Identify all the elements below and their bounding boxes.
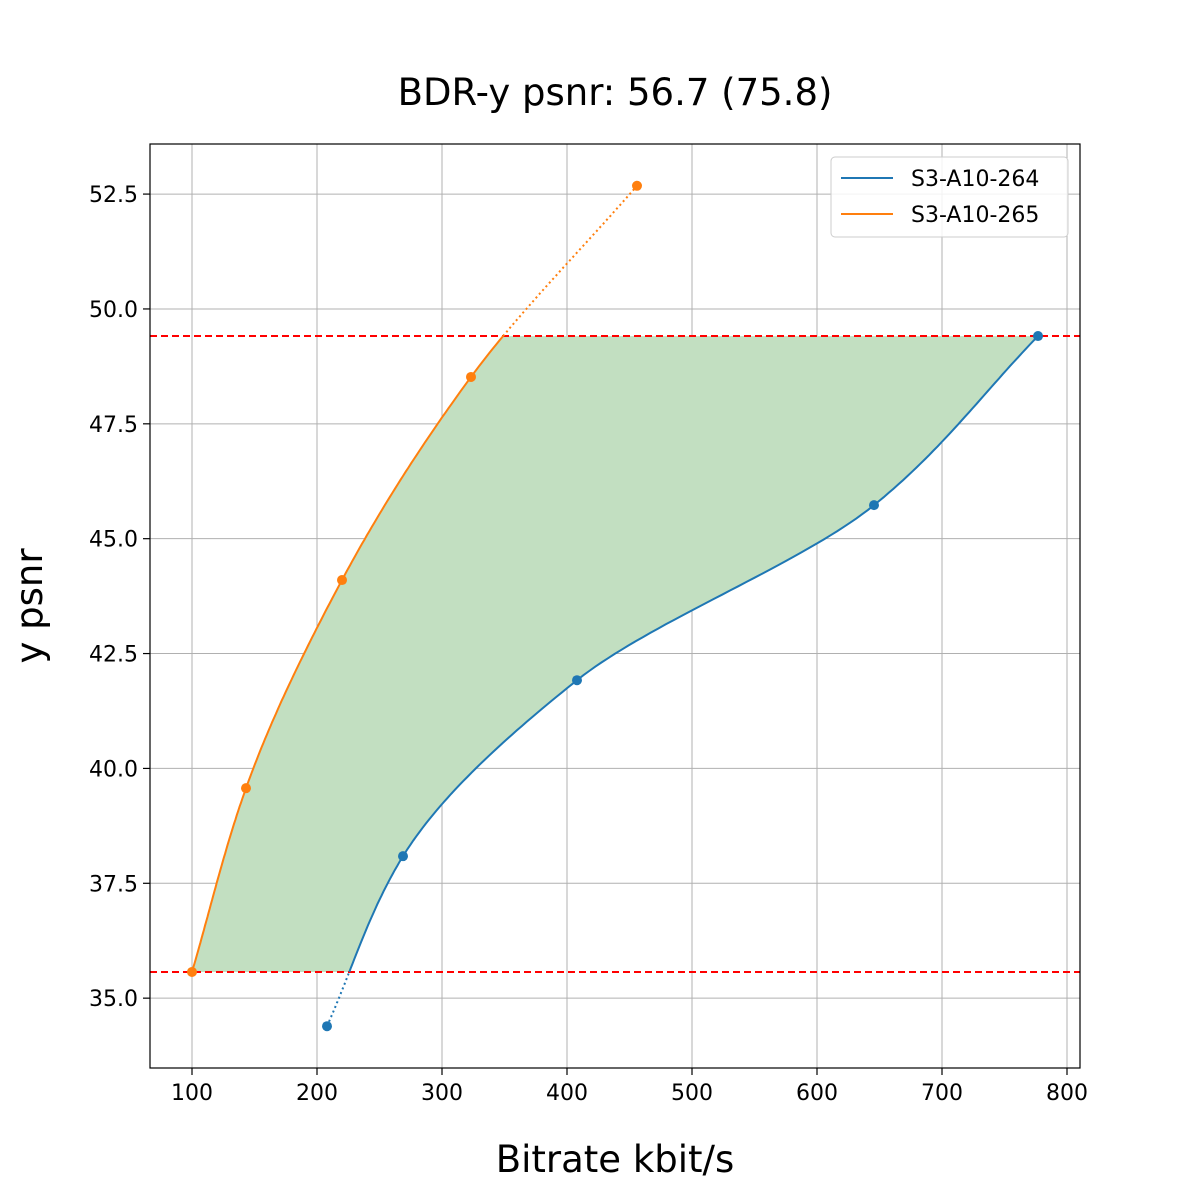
series-line-solid [191, 335, 504, 973]
x-axis-label: Bitrate kbit/s [496, 1138, 735, 1181]
data-point [466, 371, 476, 382]
y-tick-label: 50.0 [89, 298, 138, 323]
data-point [398, 851, 408, 862]
data-point [187, 966, 197, 977]
y-tick-label: 40.0 [89, 757, 138, 782]
y-axis-label: y psnr [8, 548, 51, 664]
legend: S3-A10-264 S3-A10-265 [830, 156, 1069, 238]
x-tick-label: 600 [796, 1081, 838, 1106]
x-tick-label: 100 [171, 1081, 213, 1106]
bdr-fill-area [192, 336, 1038, 973]
reference-lines [150, 335, 1080, 973]
x-tick-label: 500 [671, 1081, 713, 1106]
data-point [1033, 331, 1043, 342]
series-lines [187, 180, 1043, 1032]
data-point [322, 1021, 332, 1032]
y-tick-label: 45.0 [89, 528, 138, 553]
y-tick-label: 47.5 [89, 413, 138, 438]
data-point [632, 180, 642, 191]
y-tick-label: 35.0 [89, 987, 138, 1012]
x-tick-label: 700 [921, 1081, 963, 1106]
plot-frame [149, 143, 1081, 1069]
data-point [241, 783, 251, 794]
axis-ticks: 100 200 300 400 500 600 700 800 35.0 37.5 40.0 42.5… [89, 183, 1088, 1106]
legend-label-264: S3-A10-264 [911, 167, 1039, 192]
data-point [869, 500, 879, 511]
x-tick-label: 800 [1046, 1081, 1088, 1106]
bdr-fill-polygon [192, 336, 1038, 973]
legend-label-265: S3-A10-265 [911, 203, 1039, 228]
y-tick-label: 52.5 [89, 183, 138, 208]
chart-title: BDR-y psnr: 56.7 (75.8) [398, 71, 833, 114]
data-point [572, 675, 582, 686]
series-line-extrapolated [502, 185, 638, 337]
x-tick-label: 400 [546, 1081, 588, 1106]
series-line-solid [348, 335, 1039, 973]
y-tick-label: 42.5 [89, 643, 138, 668]
y-tick-label: 37.5 [89, 872, 138, 897]
x-tick-label: 200 [296, 1081, 338, 1106]
data-point [337, 575, 347, 586]
x-tick-label: 300 [421, 1081, 463, 1106]
